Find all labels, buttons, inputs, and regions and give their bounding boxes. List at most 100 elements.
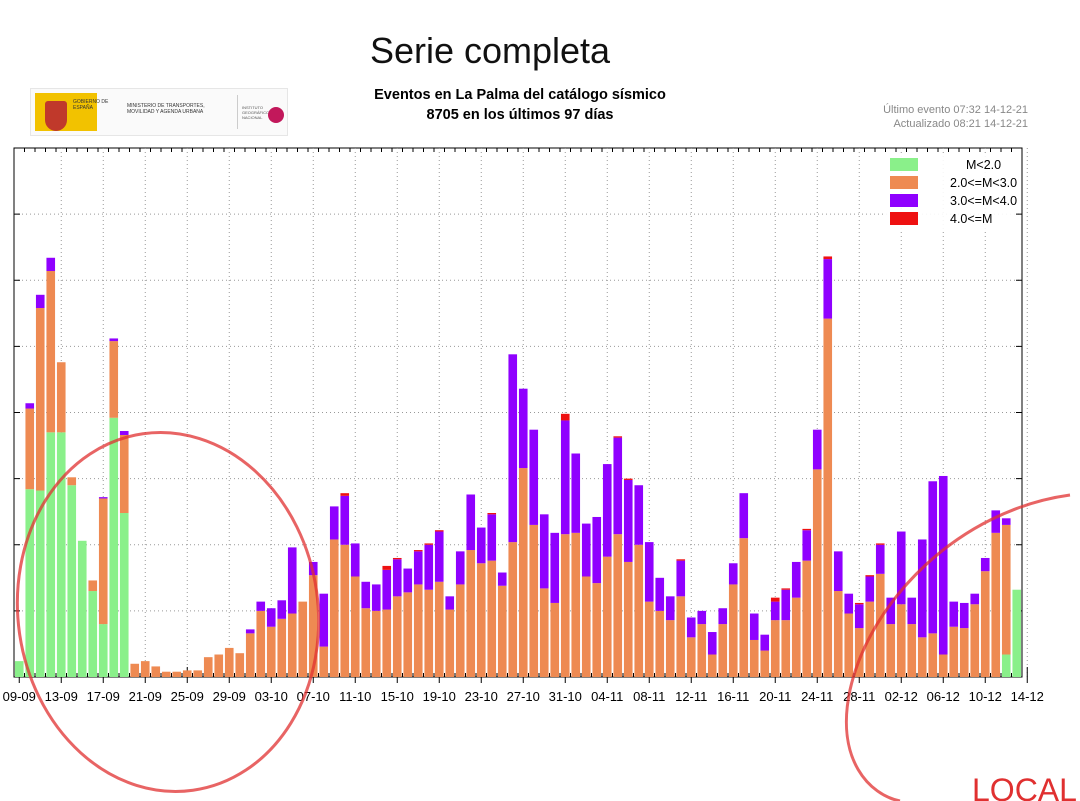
bar-segment [224,647,234,677]
x-tick-label: 10-12 [969,689,1002,704]
bar-segment [497,585,507,677]
bar-segment [109,338,119,342]
bar-segment [455,551,465,585]
bar-segment [854,602,864,605]
bar-segment [833,551,843,592]
bar-segment [686,637,696,677]
bar-segment [56,432,66,677]
bar-segment [644,542,654,602]
annotation-circle-right [844,493,1071,801]
bar-segment [623,478,633,480]
bar-segment [539,514,549,589]
bar-segment [959,628,969,677]
bar-segment [266,626,276,677]
bar-segment [497,572,507,586]
x-tick-label: 08-11 [633,689,665,704]
legend-label: 4.0<=M [950,212,992,226]
bar-segment [329,506,339,540]
bar-segment [182,670,192,677]
bar-segment [161,671,171,677]
bar-segment [854,628,864,677]
bar-segment [886,624,896,677]
bar-segment [403,592,413,677]
bar-segment [949,626,959,677]
chart-subtitle: 8705 en los últimos 97 días [426,107,614,123]
bar-segment [739,538,749,677]
bar-segment [98,624,108,677]
bar-segment [592,583,602,677]
bar-segment [560,534,570,677]
x-tick-label: 19-10 [423,689,456,704]
bar-segment [907,597,917,625]
bar-segment [371,610,381,677]
bar-segment [539,588,549,677]
bar-segment [823,256,833,260]
bar-segment [550,602,560,677]
bar-segment [214,654,224,677]
x-tick-label: 16-11 [717,689,749,704]
bar-segment [907,624,917,677]
bar-segment [518,468,528,677]
x-tick-label: 17-09 [87,689,120,704]
bar-segment [25,489,35,677]
x-tick-label: 03-10 [255,689,288,704]
bar-segment [319,593,329,647]
bar-segment [508,542,518,677]
bar-segment [697,624,707,677]
bar-segment [980,571,990,677]
bar-segment [812,429,822,470]
bar-segment [959,602,969,629]
bar-segment [14,661,24,677]
bar-segment [634,485,644,545]
bar-segment [865,576,875,602]
bar-segment [35,490,45,677]
logo-gobierno-text: GOBIERNO DE ESPAÑA [73,99,109,111]
bar-segment [791,561,801,598]
bar-segment [77,540,87,677]
bar-segment [46,257,56,271]
bar-segment [707,654,717,677]
bar-segment [1001,654,1011,677]
bar-segment [466,494,476,551]
bar-segment [424,544,434,590]
bar-segment [970,604,980,677]
bar-segment [581,523,591,577]
corner-text: LOCAL [972,772,1077,801]
legend-swatch [890,212,918,225]
bar-segment [109,417,119,677]
bar-segment [371,584,381,611]
legend-label: 2.0<=M<3.0 [950,176,1017,190]
x-tick-label: 15-10 [381,689,414,704]
bar-segment [854,604,864,629]
bar-segment [434,531,444,582]
bar-segment [812,469,822,677]
bar-segment [844,613,854,677]
bar-segment [791,597,801,677]
bar-segment [361,608,371,677]
x-tick-label: 25-09 [171,689,204,704]
bar-segment [802,530,812,561]
bar-segment [98,497,108,499]
bar-segment [728,584,738,677]
bar-segment [739,493,749,539]
bar-segment [949,601,959,627]
bar-segment [718,608,728,625]
bar-segment [350,576,360,677]
bar-segment [655,610,665,677]
bar-segment [25,403,35,409]
bar-segment [1001,524,1011,655]
legend-label: 3.0<=M<4.0 [950,194,1017,208]
last-event-text: Último evento 07:32 14-12-21 [883,104,1028,116]
x-tick-label: 02-12 [885,689,918,704]
bar-segment [455,584,465,677]
bar-segment [392,596,402,677]
bar-segment [130,663,140,677]
bar-segment [361,581,371,609]
bar-segment [770,601,780,621]
bar-segment [823,318,833,677]
bar-segment [392,557,402,560]
bar-segment [67,477,77,486]
logo-instituto-text: INSTITUTO GEOGRÁFICO NACIONAL [242,105,270,120]
legend-swatch [890,176,918,189]
